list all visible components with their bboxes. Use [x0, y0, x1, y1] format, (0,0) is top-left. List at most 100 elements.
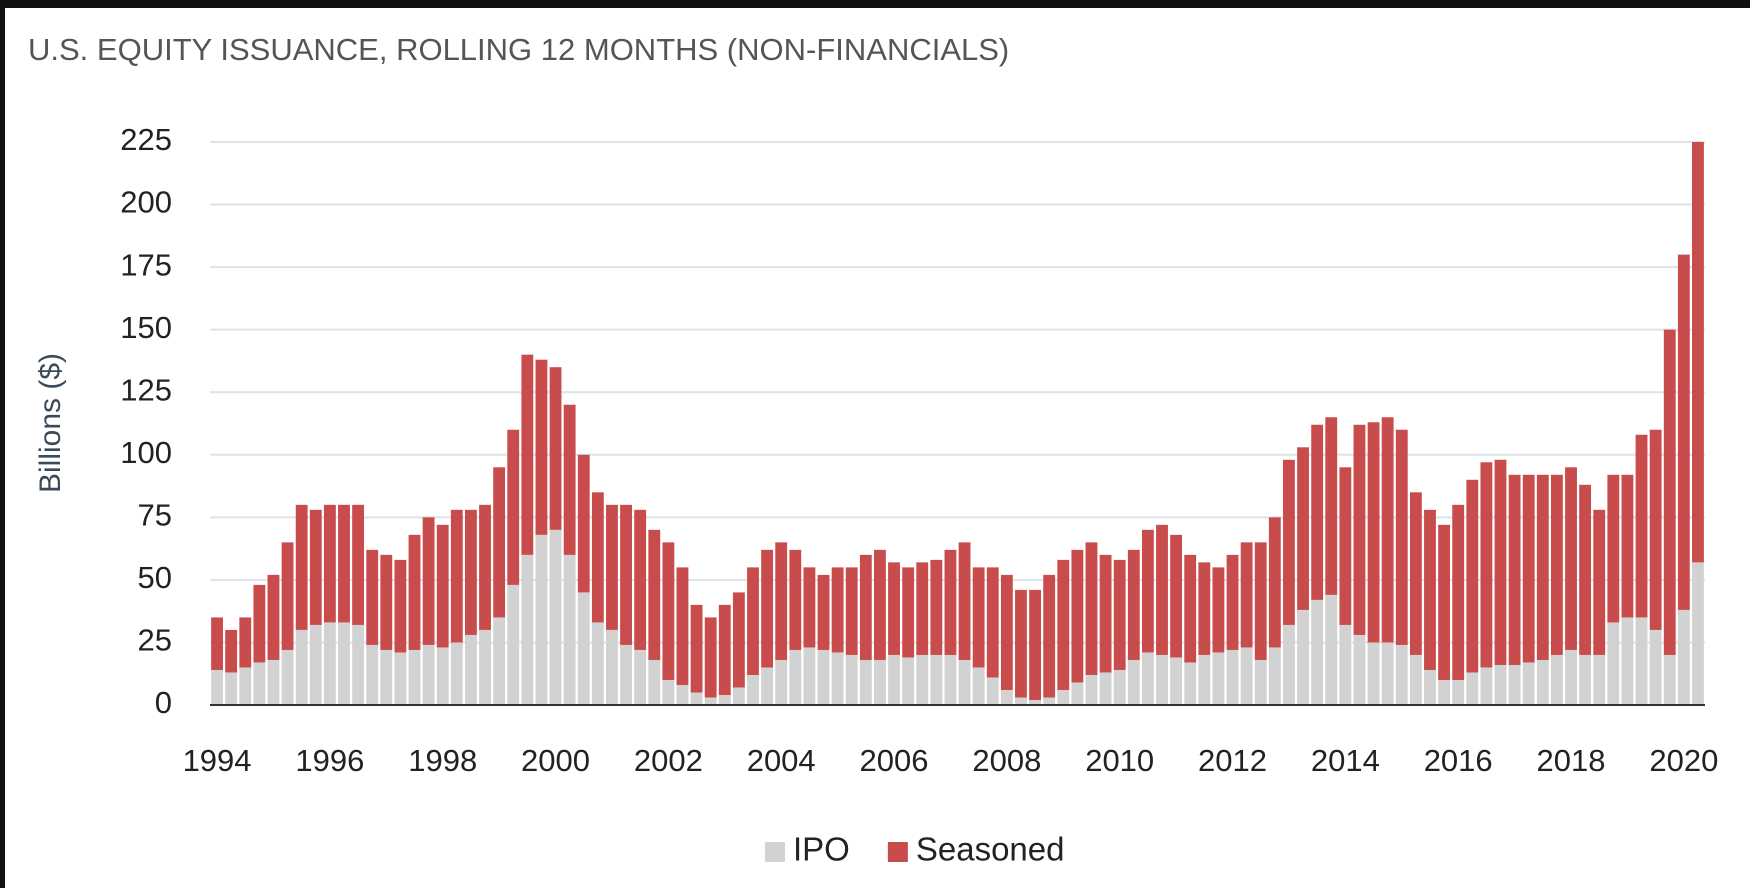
bar-segment — [1198, 654, 1211, 705]
bar-segment — [1381, 417, 1394, 643]
bar-segment — [239, 617, 252, 668]
x-tick-label: 2016 — [1424, 743, 1493, 778]
bar-segment — [366, 549, 379, 645]
bar-segment — [916, 562, 929, 655]
bar-segment — [958, 659, 971, 705]
bar-segment — [1043, 574, 1056, 698]
bar-segment — [323, 622, 336, 705]
bar-segment — [620, 504, 632, 645]
bar-segment — [1240, 542, 1253, 648]
bar-segment — [761, 549, 774, 668]
bar-segment — [394, 559, 407, 653]
y-tick-label: 100 — [120, 435, 172, 470]
bar-segment — [1240, 647, 1253, 705]
bar-segment — [1212, 652, 1225, 705]
x-tick-label: 2018 — [1537, 743, 1606, 778]
bar-segment — [718, 604, 731, 695]
x-tick-label: 1996 — [295, 743, 364, 778]
bar-segment — [944, 654, 957, 705]
bar-segment — [648, 659, 661, 705]
bar-segment — [747, 567, 759, 675]
bar-segment — [1268, 517, 1281, 648]
bar-segment — [620, 644, 632, 705]
bar-segment — [859, 659, 872, 705]
bar-segment — [1212, 567, 1225, 653]
bar-segment — [577, 454, 590, 593]
bar-segment — [295, 504, 308, 630]
bar-segment — [1000, 689, 1013, 705]
bar-segment — [718, 694, 731, 705]
bar-segment — [493, 467, 506, 618]
legend-swatch — [765, 842, 785, 862]
bar-segment — [1297, 609, 1309, 705]
bar-segment — [761, 667, 774, 705]
bar-segment — [535, 534, 548, 705]
bar-segment — [676, 567, 689, 685]
x-tick-label: 2002 — [634, 743, 703, 778]
bar-segment — [1607, 474, 1620, 623]
bar-segment — [1057, 689, 1070, 705]
bar-segment — [1649, 429, 1662, 630]
bar-segment — [606, 629, 618, 705]
bar-segment — [309, 624, 322, 705]
bar-segment — [1607, 622, 1620, 705]
bar-segment — [1113, 669, 1126, 705]
bar-segment — [563, 404, 576, 555]
bar-segment — [535, 359, 548, 535]
bar-segment — [831, 652, 844, 705]
bar-segment — [422, 644, 435, 705]
bar-segment — [1156, 524, 1168, 655]
bar-segment — [1029, 589, 1041, 700]
bar-segment — [634, 509, 647, 650]
bar-segment — [239, 667, 252, 705]
y-tick-label: 225 — [120, 122, 172, 157]
bar-segment — [1677, 254, 1690, 610]
bar-segment — [225, 629, 238, 673]
bar-segment — [1353, 424, 1366, 635]
bar-segment — [1127, 659, 1140, 705]
bar-segment — [1297, 447, 1309, 610]
bar-segment — [831, 567, 844, 653]
bar-segment — [1522, 474, 1535, 663]
bar-segment — [521, 554, 534, 705]
bar-segment — [775, 659, 788, 705]
bar-segment — [789, 649, 802, 705]
bar-segment — [1409, 654, 1422, 705]
bar-segment — [902, 567, 915, 658]
bar-segment — [1198, 562, 1211, 655]
x-tick-label: 1998 — [408, 743, 477, 778]
y-tick-label: 25 — [138, 623, 172, 658]
bar-segment — [479, 629, 491, 705]
bar-segment — [366, 644, 379, 705]
bar-segment — [1508, 474, 1521, 665]
bar-segment — [1480, 462, 1493, 668]
bar-segment — [1579, 484, 1592, 655]
bar-segment — [1452, 679, 1465, 705]
bar-segment — [972, 667, 985, 705]
bar-segment — [1057, 559, 1070, 690]
chart-title: U.S. EQUITY ISSUANCE, ROLLING 12 MONTHS … — [28, 32, 1009, 67]
bar-segment — [338, 622, 350, 705]
bar-segment — [648, 529, 661, 660]
bar-segment — [464, 634, 477, 705]
bar-segment — [944, 549, 957, 655]
bar-segment — [563, 554, 576, 705]
bar-segment — [295, 629, 308, 705]
bar-segment — [1325, 417, 1338, 595]
bar-segment — [606, 504, 618, 630]
bar-segment — [1015, 697, 1027, 705]
bar-segment — [1635, 434, 1648, 618]
bar-segment — [1381, 642, 1394, 705]
bar-segment — [1508, 664, 1521, 705]
bar-segment — [1536, 474, 1549, 660]
bar-segment — [1015, 589, 1027, 698]
bar-segment — [323, 504, 336, 623]
bar-segment — [986, 677, 999, 705]
bar-segment — [1170, 534, 1183, 658]
bar-segment — [634, 649, 647, 705]
y-tick-label: 0 — [155, 685, 172, 720]
bar-segment — [1579, 654, 1592, 705]
bar-segment — [1536, 659, 1549, 705]
bar-segment — [1184, 554, 1197, 663]
